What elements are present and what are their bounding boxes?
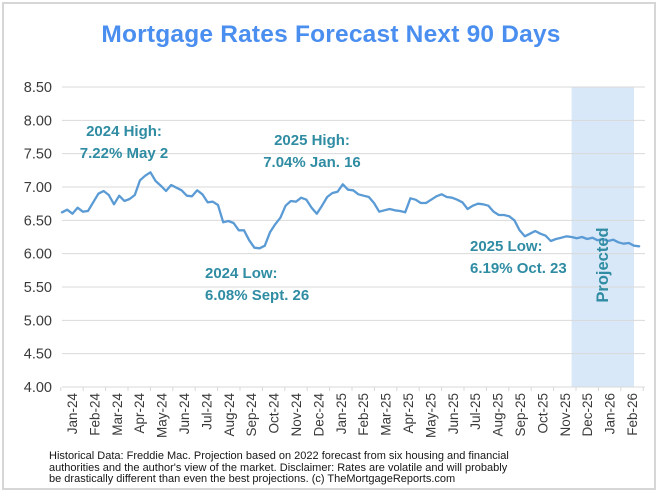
x-axis-tick-label: Nov-25 [558,393,573,437]
y-axis-tick-label: 5.50 [24,280,52,296]
x-axis-tick-label: Jun-25 [446,393,461,434]
x-axis-tick-label: Jul-24 [199,393,214,430]
x-axis-tick-label: Jan-24 [65,393,80,435]
x-axis-tick-label: Jan-26 [603,393,618,434]
annotation-2025-low-value: 6.19% Oct. 23 [470,260,567,277]
annotation-2024-high-label: 2024 High: [86,123,162,140]
y-axis-tick-label: 8.50 [24,80,52,96]
annotation-2024-high: 2024 High: 7.22% May 2 [58,121,190,165]
projected-region-label: Projected [594,227,612,303]
x-axis-tick-label: Aug-24 [222,393,237,437]
y-axis-tick-label: 7.50 [24,147,52,163]
annotation-2025-high: 2025 High: 7.04% Jan. 16 [246,130,378,174]
x-axis-tick-label: Dec-24 [311,393,326,437]
x-axis-tick-label: May-24 [155,393,170,439]
y-axis-tick-label: 7.00 [24,180,52,196]
x-axis-tick-label: May-25 [423,393,438,438]
chart-title: Mortgage Rates Forecast Next 90 Days [101,21,561,48]
x-axis-tick-label: Jul-25 [468,393,483,430]
x-axis-tick-label: Dec-25 [580,393,595,437]
x-axis-tick-label: Oct-24 [267,393,282,434]
footer-line-3: be drastically different than even the b… [49,473,456,485]
annotation-2025-low-label: 2025 Low: [470,238,543,255]
x-axis-tick-label: Feb-25 [356,393,371,436]
y-axis-tick-label: 6.50 [24,213,52,229]
rate-line [60,171,641,250]
y-axis-tick-label: 4.50 [24,347,52,363]
annotation-2024-low-label: 2024 Low: [205,265,278,282]
x-axis-tick-label: Jun-24 [177,393,192,435]
x-axis-tick-label: Aug-25 [491,393,506,437]
x-axis-tick-label: Oct-25 [535,393,550,434]
x-axis-tick-label: Jan-25 [334,393,349,434]
x-axis-tick-label: Mar-25 [379,393,394,436]
annotation-2024-low: 2024 Low: 6.08% Sept. 26 [205,263,309,307]
x-axis-tick-label: Mar-24 [110,393,125,436]
annotation-2024-high-value: 7.22% May 2 [79,145,169,162]
x-axis-tick-label: Feb-24 [87,393,102,436]
x-axis-tick-label: Sep-24 [244,393,259,437]
annotation-2025-high-label: 2025 High: [274,132,350,149]
x-axis-tick-label: Sep-25 [513,393,528,437]
y-axis-tick-label: 8.00 [24,113,52,129]
footer-line-2: authorities and the author's view of the… [49,461,508,474]
x-axis-tick-label: Nov-24 [289,393,304,437]
x-axis-tick-label: Feb-26 [625,393,640,436]
annotation-2025-high-value: 7.04% Jan. 16 [263,154,361,171]
y-axis-tick-label: 6.00 [24,247,52,263]
annotation-2025-low: 2025 Low: 6.19% Oct. 23 [470,236,567,280]
footer-disclaimer: Historical Data: Freddie Mac. Projection… [49,450,642,486]
annotation-2024-low-value: 6.08% Sept. 26 [205,287,310,304]
x-axis-tick-label: Apr-24 [132,393,147,434]
y-axis-tick-label: 5.00 [24,313,52,329]
x-axis-tick-label: Apr-25 [401,393,416,434]
y-axis-tick-label: 4.00 [24,380,52,396]
footer-line-1: Historical Data: Freddie Mac. Projection… [49,450,509,462]
